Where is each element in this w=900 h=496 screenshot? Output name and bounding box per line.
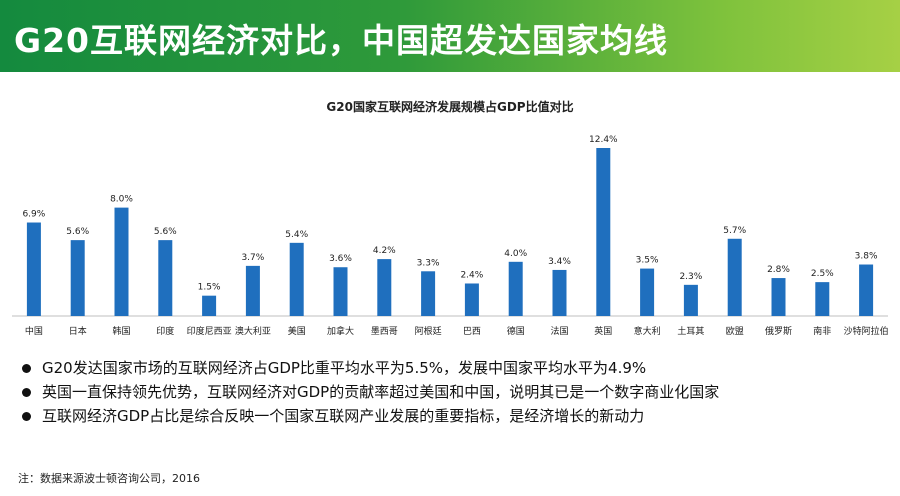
bullet-dot-icon [22, 388, 31, 397]
bullet-text: G20发达国家市场的互联网经济占GDP比重平均水平为5.5%，发展中国家平均水平… [42, 359, 647, 377]
bar [245, 265, 260, 316]
x-tick-label: 英国 [594, 325, 612, 337]
x-tick-label: 韩国 [112, 325, 130, 337]
data-label: 2.3% [679, 272, 702, 282]
x-tick-label: 欧盟 [726, 325, 744, 337]
bullet-item: 英国一直保持领先优势，互联网经济对GDP的贡献率超过美国和中国，说明其已是一个数… [20, 380, 880, 404]
chart-title: G20国家互联网经济发展规模占GDP比值对比 [326, 100, 574, 114]
bar [771, 278, 786, 316]
data-label: 3.5% [636, 256, 659, 266]
data-label: 6.9% [22, 210, 45, 220]
x-tick-label: 意大利 [634, 325, 661, 337]
x-tick-label: 巴西 [463, 326, 481, 337]
data-label: 4.0% [504, 249, 527, 259]
page-title: G20互联网经济对比，中国超发达国家均线 [14, 21, 669, 60]
x-tick-label: 加拿大 [327, 325, 354, 337]
x-tick-label: 阿根廷 [415, 325, 442, 337]
source-footnote: 注：数据来源波士顿咨询公司，2016 [18, 472, 200, 485]
bar [26, 222, 41, 316]
bar [859, 264, 874, 316]
title-banner: G20互联网经济对比，中国超发达国家均线 [0, 0, 900, 72]
bar [289, 242, 304, 316]
data-label: 5.4% [285, 230, 308, 240]
bar [552, 269, 567, 316]
bar [727, 238, 742, 316]
data-label: 3.8% [855, 252, 878, 262]
data-label: 2.4% [460, 270, 483, 280]
data-label: 5.7% [723, 226, 746, 236]
bar [158, 240, 173, 316]
data-label: 4.2% [373, 246, 396, 256]
bar [114, 207, 129, 316]
x-tick-label: 法国 [550, 325, 568, 337]
x-tick-label: 墨西哥 [371, 326, 398, 337]
x-tick-label: 土耳其 [677, 325, 704, 337]
x-tick-label: 德国 [507, 325, 525, 337]
bullet-item: 互联网经济GDP占比是综合反映一个国家互联网产业发展的重要指标，是经济增长的新动… [20, 404, 880, 428]
bullet-dot-icon [22, 412, 31, 421]
data-label: 12.4% [589, 135, 618, 145]
bar [683, 284, 698, 316]
bar [377, 259, 392, 316]
data-label: 5.6% [154, 227, 177, 237]
bullet-text: 英国一直保持领先优势，互联网经济对GDP的贡献率超过美国和中国，说明其已是一个数… [42, 383, 720, 401]
data-label: 3.3% [417, 258, 440, 268]
bar [421, 271, 436, 316]
data-label: 3.4% [548, 257, 571, 267]
bar-chart: 6.9% 中国 5.6% 日本 8.0% 韩国 5.6% 印度 1.5% 印度尼西亚 3.7% 澳大利… [12, 135, 889, 337]
x-tick-label: 印度尼西亚 [187, 325, 232, 337]
bullet-dot-icon [22, 364, 31, 373]
x-tick-label: 中国 [25, 325, 43, 337]
bar [333, 267, 348, 316]
bar [815, 282, 830, 316]
bar [464, 283, 479, 316]
x-tick-label: 南非 [813, 325, 831, 337]
bar [596, 148, 611, 316]
data-label: 2.5% [811, 269, 834, 279]
bar [70, 240, 85, 316]
x-tick-label: 俄罗斯 [765, 325, 792, 337]
data-label: 3.6% [329, 254, 352, 264]
bullet-text: 互联网经济GDP占比是综合反映一个国家互联网产业发展的重要指标，是经济增长的新动… [42, 407, 645, 425]
bullet-item: G20发达国家市场的互联网经济占GDP比重平均水平为5.5%，发展中国家平均水平… [20, 356, 880, 380]
data-label: 3.7% [241, 253, 264, 263]
x-tick-label: 日本 [69, 325, 87, 337]
data-label: 5.6% [66, 227, 89, 237]
x-tick-label: 印度 [156, 325, 174, 337]
x-tick-label: 沙特阿拉伯 [844, 325, 889, 337]
x-tick-label: 美国 [288, 325, 306, 337]
bar [202, 295, 217, 316]
bar [640, 268, 655, 316]
data-label: 1.5% [198, 283, 221, 293]
data-label: 2.8% [767, 265, 790, 275]
data-label: 8.0% [110, 195, 133, 205]
x-tick-label: 澳大利亚 [235, 325, 271, 337]
bar [508, 261, 523, 316]
bullet-list: G20发达国家市场的互联网经济占GDP比重平均水平为5.5%，发展中国家平均水平… [20, 356, 880, 428]
